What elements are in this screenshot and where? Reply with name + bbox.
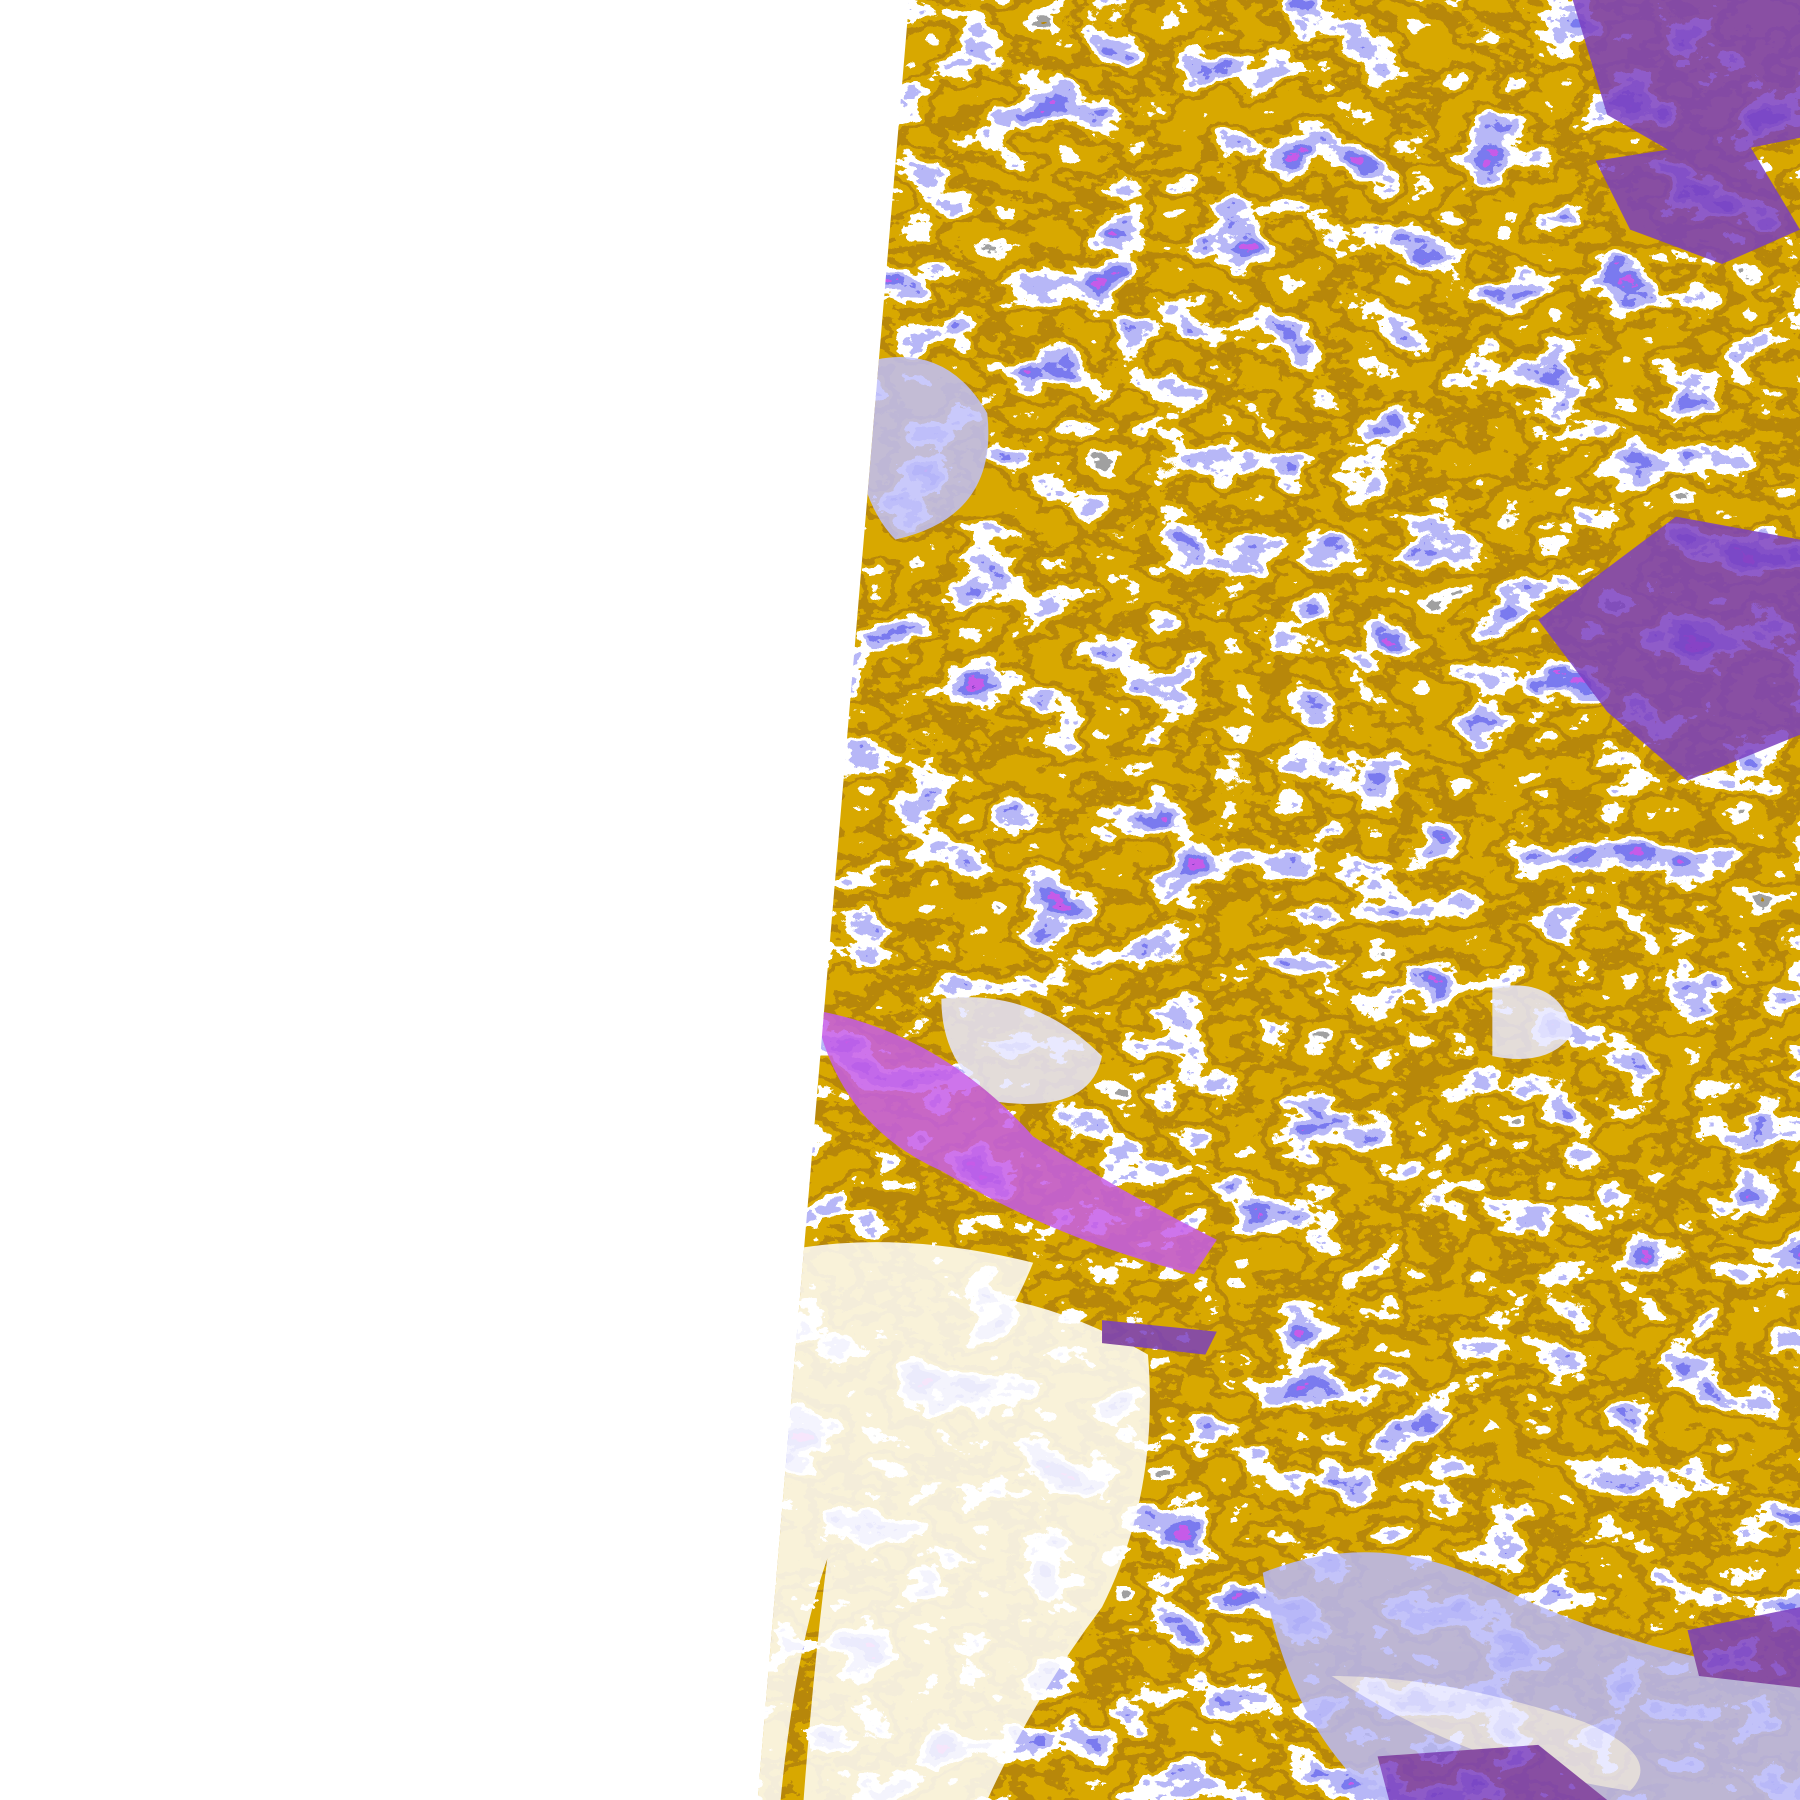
cloud-regions [757,0,1800,1800]
swath [757,0,1800,1800]
